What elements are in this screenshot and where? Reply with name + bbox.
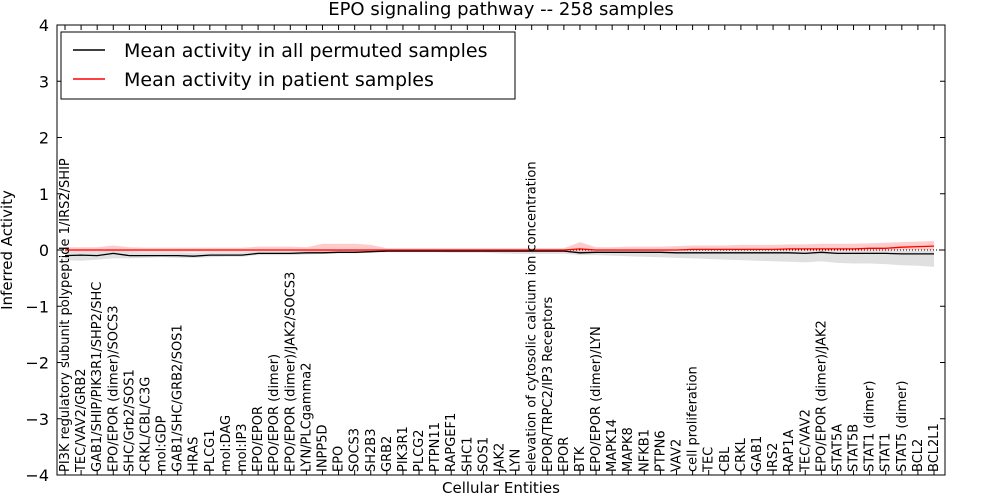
- legend-label-permuted: Mean activity in all permuted samples: [124, 40, 487, 62]
- x-tick-label: TEC: [702, 447, 717, 473]
- x-tick-label: GRB2: [380, 436, 395, 472]
- band-series-1: [65, 241, 934, 254]
- series-lines: [64, 245, 935, 257]
- y-tick-label: 4: [39, 16, 49, 35]
- x-tick-label: EPO/EPOR (dimer): [267, 354, 282, 472]
- x-tick-label: BTK: [573, 446, 588, 472]
- x-tick-label: MAPK8: [621, 427, 636, 472]
- y-tick-label: 0: [39, 241, 49, 260]
- x-tick-label: PI3K regulatory subunit polypeptide 1/IR…: [58, 158, 73, 472]
- x-tick-label: TEC/VAV2/GRB2: [74, 368, 89, 473]
- x-tick-label: STAT1: [879, 433, 894, 472]
- x-tick-label: EPO/EPOR (dimer)/JAK2/SOCS3: [283, 272, 298, 472]
- confidence-bands: [65, 241, 934, 267]
- x-tick-label: elevation of cytosolic calcium ion conce…: [525, 161, 540, 472]
- y-tick-label: −1: [25, 297, 49, 316]
- y-tick-label: 1: [39, 185, 49, 204]
- x-tick-label: EPO: [332, 446, 347, 472]
- x-tick-label: MAPK14: [605, 419, 620, 472]
- x-tick-label: EPO/EPOR (dimer)/SOCS3: [106, 305, 121, 472]
- y-tick-label: −2: [25, 354, 49, 373]
- x-tick-label: EPOR/TRPC2/IP3 Receptors: [541, 296, 556, 472]
- x-tick-label: SHC1: [460, 437, 475, 472]
- x-tick-label: CBL: [718, 446, 733, 472]
- x-tick-label: STAT1 (dimer): [863, 381, 878, 472]
- x-tick-label: VAV2: [670, 439, 685, 472]
- x-tick-label: PTPN6: [653, 430, 668, 472]
- x-tick-label: LYN/PLCgamma2: [299, 362, 314, 472]
- x-tick-label: EPO/EPOR (dimer)/LYN: [589, 326, 604, 472]
- x-tick-label: JAK2: [493, 443, 508, 473]
- x-tick-label: CRKL: [734, 437, 749, 472]
- x-tick-label: HRAS: [187, 437, 202, 472]
- x-axis-ticks: PI3K regulatory subunit polypeptide 1/IR…: [58, 25, 942, 475]
- x-tick-label: BCL2L1: [927, 423, 942, 472]
- x-axis-label: Cellular Entities: [442, 479, 560, 497]
- y-tick-label: −4: [25, 466, 49, 485]
- x-tick-label: PLCG2: [412, 429, 427, 472]
- x-tick-label: mol:GDP: [155, 415, 170, 472]
- x-tick-label: EPO/EPOR: [251, 406, 266, 472]
- x-tick-label: BCL2: [911, 439, 926, 472]
- y-axis-ticks: 4 3 2 1 0 −1 −2 −3 −4: [25, 16, 945, 485]
- x-tick-label: TEC/VAV2: [798, 409, 813, 473]
- x-tick-label: SOCS3: [348, 428, 363, 472]
- x-tick-label: EPOR: [557, 437, 572, 472]
- band-series-0: [65, 250, 934, 267]
- x-tick-label: NFKB1: [637, 429, 652, 472]
- legend-box: [60, 31, 516, 100]
- x-tick-label: RAPGEF1: [444, 413, 459, 472]
- y-tick-label: 2: [39, 129, 49, 148]
- legend-label-patient: Mean activity in patient samples: [124, 69, 434, 91]
- y-tick-label: −3: [25, 410, 49, 429]
- x-tick-label: cell proliferation: [686, 366, 701, 472]
- x-tick-label: PTPN11: [428, 422, 443, 472]
- x-tick-label: mol:DAG: [219, 415, 234, 472]
- x-tick-label: GAB1/SHIP/PIK3R1/SHP2/SHC: [90, 282, 105, 472]
- x-tick-label: CRKL/CBL/C3G: [138, 377, 153, 472]
- x-tick-label: SH2B3: [364, 429, 379, 473]
- x-tick-label: SOS1: [476, 437, 491, 472]
- y-tick-label: 3: [39, 72, 49, 91]
- line-series-0: [64, 250, 934, 257]
- y-axis-label: Inferred Activity: [0, 190, 16, 310]
- chart-title: EPO signaling pathway -- 258 samples: [328, 0, 674, 20]
- x-tick-label: PLCG1: [203, 429, 218, 472]
- legend: Mean activity in all permuted samples Me…: [60, 31, 516, 100]
- x-tick-label: PIK3R1: [396, 426, 411, 472]
- x-tick-label: GAB1: [750, 436, 765, 472]
- x-tick-label: STAT5 (dimer): [895, 381, 910, 472]
- x-tick-label: LYN: [509, 449, 524, 472]
- x-tick-label: SHC/Grb2/SOS1: [122, 369, 137, 472]
- line-series-1: [65, 245, 935, 251]
- x-tick-label: STAT5B: [847, 424, 862, 472]
- x-tick-label: STAT5A: [830, 424, 845, 472]
- x-tick-label: EPO/EPOR (dimer)/JAK2: [814, 320, 829, 472]
- x-tick-label: INPP5D: [315, 424, 330, 472]
- x-tick-label: GAB1/SHC/GRB2/SOS1: [171, 324, 186, 472]
- plot-area-frame: [56, 24, 946, 476]
- x-tick-label: IRS2: [766, 443, 781, 472]
- x-tick-label: mol:IP3: [235, 423, 250, 472]
- x-tick-label: RAP1A: [782, 429, 797, 472]
